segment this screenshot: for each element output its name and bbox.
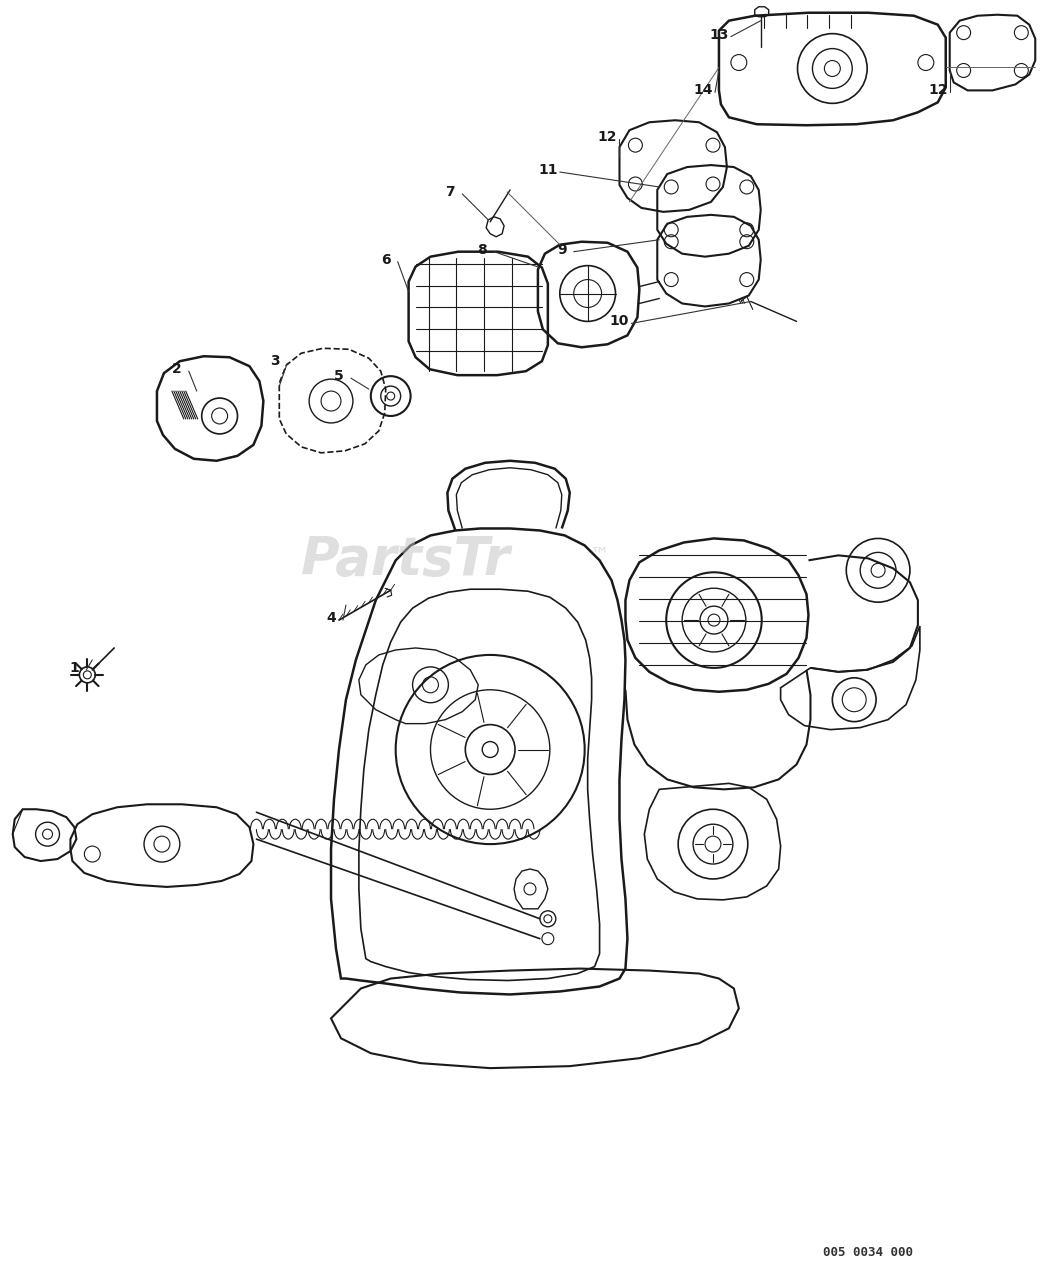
Text: 13: 13 — [710, 28, 728, 42]
Text: 12: 12 — [598, 131, 618, 145]
Text: ™: ™ — [589, 545, 609, 564]
Text: 7: 7 — [445, 184, 456, 198]
Text: 2: 2 — [172, 362, 182, 376]
Text: 3: 3 — [271, 355, 280, 369]
Text: 5: 5 — [334, 369, 344, 383]
Text: PartsTr: PartsTr — [301, 534, 511, 586]
Text: 005 0034 000: 005 0034 000 — [823, 1245, 913, 1258]
Text: 12: 12 — [928, 83, 948, 97]
Text: 10: 10 — [610, 315, 629, 329]
Text: 6: 6 — [381, 252, 391, 266]
Text: 9: 9 — [557, 243, 566, 257]
Text: 11: 11 — [538, 163, 558, 177]
Text: 1: 1 — [70, 660, 79, 675]
Text: 4: 4 — [326, 611, 335, 625]
Text: 14: 14 — [693, 83, 713, 97]
Text: 8: 8 — [478, 243, 487, 257]
